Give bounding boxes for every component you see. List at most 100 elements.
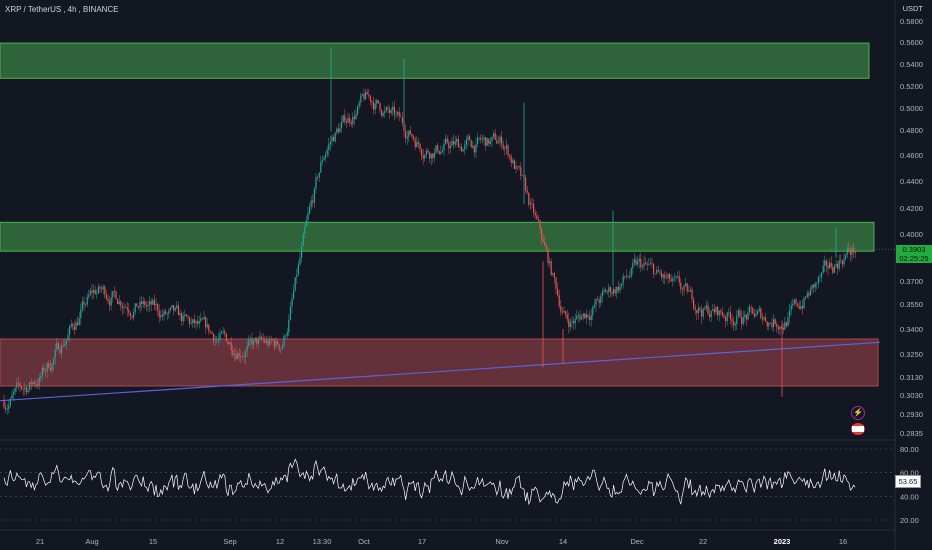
- candle-body: [749, 306, 751, 313]
- candle-body: [571, 321, 573, 323]
- candle-body: [273, 340, 275, 347]
- candle-body: [704, 308, 706, 310]
- candle-body: [341, 121, 343, 128]
- candle-body: [651, 263, 653, 264]
- candle-body: [163, 311, 165, 317]
- candle-body: [715, 306, 717, 313]
- candle-body: [817, 277, 819, 284]
- candle-body: [528, 192, 530, 205]
- time-tick-label: 21: [36, 537, 44, 546]
- candle-body: [568, 319, 570, 328]
- us-flag-icon[interactable]: [851, 423, 865, 435]
- candle-body: [417, 141, 419, 144]
- candle-body: [669, 274, 671, 280]
- price-tick-label: 0.5000: [900, 104, 923, 113]
- candle-body: [197, 321, 199, 324]
- candle-body: [545, 245, 547, 250]
- candle-body: [131, 315, 133, 318]
- candle-body: [21, 386, 23, 389]
- candle-body: [475, 143, 477, 153]
- candle-body: [264, 339, 266, 343]
- exchange-label: BINANCE: [83, 5, 119, 14]
- candle-body: [675, 276, 677, 278]
- candle-body: [497, 142, 499, 144]
- candle-body: [469, 136, 471, 141]
- candle-body: [168, 310, 170, 314]
- candle-body: [632, 263, 634, 269]
- candle-body: [649, 263, 651, 265]
- candle-body: [75, 322, 77, 330]
- candle-body: [238, 353, 240, 356]
- candle-body: [734, 324, 736, 326]
- candle-body: [345, 121, 347, 124]
- candle-body: [563, 311, 565, 313]
- candle-body: [811, 284, 813, 290]
- time-tick-label: 17: [418, 537, 426, 546]
- candle-body: [771, 323, 773, 328]
- candle-body: [646, 263, 648, 265]
- candle-body: [597, 299, 599, 301]
- candle-body: [587, 314, 589, 317]
- candle-body: [443, 143, 445, 151]
- candle-body: [827, 265, 829, 269]
- candle-body: [334, 132, 336, 142]
- candle-body: [366, 92, 368, 95]
- candle-body: [643, 262, 645, 267]
- candle-body: [741, 317, 743, 324]
- time-axis[interactable]: 21 Aug 15 Sep 12 13:30 Oct 17 Nov 14 Dec 22 2023 16: [36, 537, 847, 546]
- candle-body: [278, 344, 280, 350]
- candle-body: [406, 136, 408, 139]
- candle-body: [6, 408, 8, 410]
- candle-body: [29, 382, 31, 390]
- candle-body: [822, 265, 824, 273]
- rsi-line: [3, 458, 856, 506]
- candle-body: [96, 293, 98, 295]
- candle-body: [217, 339, 219, 341]
- lightning-icon[interactable]: ⚡: [851, 406, 865, 420]
- candle-body: [512, 160, 514, 163]
- candle-body: [77, 322, 79, 326]
- candle-body: [589, 316, 591, 321]
- candle-body: [449, 145, 451, 149]
- candle-body: [205, 317, 207, 328]
- candle-body: [265, 340, 267, 343]
- candle-body: [507, 145, 509, 155]
- candle-body: [681, 289, 683, 290]
- candle-body: [792, 303, 794, 306]
- candle-body: [61, 345, 63, 354]
- candle-body: [181, 313, 183, 322]
- candle-body: [91, 290, 93, 293]
- candle-body: [56, 342, 58, 350]
- candle-body: [550, 261, 552, 275]
- candle-body: [70, 324, 72, 327]
- candle-body: [688, 291, 690, 293]
- candle-body: [560, 306, 562, 312]
- candle-body: [689, 289, 691, 292]
- candle-body: [347, 117, 349, 124]
- candle-body: [233, 353, 235, 356]
- candle-body: [40, 376, 42, 378]
- candle-body: [16, 383, 18, 388]
- symbol-header[interactable]: XRP / TetherUS, 4h, BINANCE: [5, 5, 119, 14]
- candle-body: [408, 130, 410, 137]
- candle-body: [126, 307, 128, 310]
- candle-body: [547, 249, 549, 264]
- price-axis[interactable]: 0.5800 0.5600 0.5400 0.5200 0.5000 0.4800 0.46…: [900, 17, 923, 525]
- candle-body: [553, 273, 555, 278]
- candle-body: [110, 297, 112, 306]
- candle-body: [368, 94, 370, 96]
- candle-body: [760, 308, 762, 318]
- candle-body: [296, 274, 298, 278]
- candle-body: [557, 288, 559, 296]
- candle-body: [829, 262, 831, 269]
- candle-body: [513, 160, 515, 169]
- candle-body: [723, 315, 725, 318]
- candle-body: [139, 301, 141, 308]
- last-price-value: 0.3903: [902, 245, 926, 255]
- candle-body: [24, 387, 26, 390]
- candle-body: [43, 367, 45, 371]
- candle-body: [797, 303, 799, 306]
- candle-body: [737, 310, 739, 316]
- candle-body: [465, 139, 467, 145]
